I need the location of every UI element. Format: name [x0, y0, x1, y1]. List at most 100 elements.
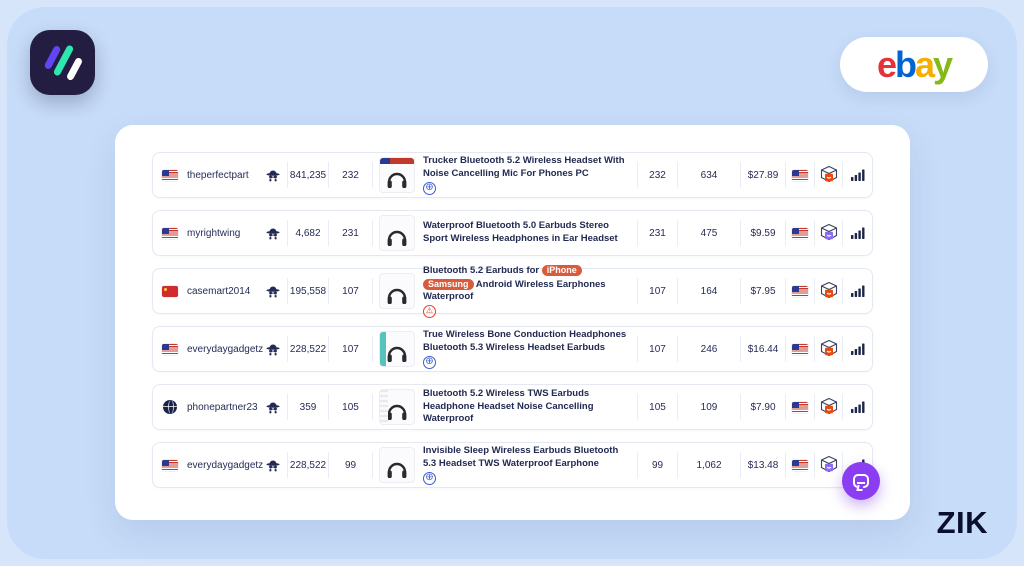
listing-title[interactable]: Trucker Bluetooth 5.2 Wireless Headset W…	[421, 152, 637, 198]
column-divider	[637, 452, 638, 478]
seller-sales-count: 99	[344, 459, 357, 471]
column-divider	[328, 336, 329, 362]
spy-icon[interactable]	[259, 458, 287, 472]
listing-count: 246	[700, 343, 718, 355]
listing-title[interactable]: Invisible Sleep Wireless Earbuds Bluetoo…	[421, 442, 637, 488]
seller-name[interactable]: everydaygadgetz	[187, 459, 264, 471]
zik-wordmark: ZIK	[936, 505, 988, 540]
analytics-chart-icon[interactable]	[843, 401, 872, 413]
spy-icon-glyph	[266, 460, 280, 472]
spy-icon[interactable]	[259, 226, 287, 240]
table-row[interactable]: theperfectpart 841,235 232	[152, 152, 873, 198]
analytics-chart-icon[interactable]	[843, 343, 872, 355]
seller-feedback-count: 228,522	[289, 343, 327, 355]
chat-bubble-icon	[853, 474, 869, 488]
seller-sales-count: 107	[342, 343, 359, 355]
seller-name[interactable]: phonepartner23	[187, 401, 258, 413]
product-thumbnail[interactable]	[373, 273, 421, 309]
seller-sales-count: 232	[342, 169, 359, 181]
table-row[interactable]: casemart2014 195,558 107	[152, 264, 873, 319]
ebay-logo-letter: b	[894, 43, 917, 85]
column-divider	[677, 452, 678, 478]
column-divider	[677, 220, 678, 246]
seller-feedback-count: 228,522	[289, 459, 327, 471]
column-divider	[814, 278, 815, 304]
item-price: $9.59	[750, 227, 776, 239]
column-divider	[637, 336, 638, 362]
spy-icon-glyph	[266, 170, 280, 182]
column-divider	[785, 278, 786, 304]
package-icon[interactable]	[815, 339, 842, 359]
product-thumbnail[interactable]	[373, 157, 421, 193]
analytics-chart-icon[interactable]	[843, 227, 872, 239]
column-divider	[785, 394, 786, 420]
items-sold-count: 107	[649, 343, 666, 355]
listing-status-icon	[423, 305, 436, 319]
listing-title[interactable]: True Wireless Bone Conduction Headphones…	[421, 326, 637, 372]
brand-badge: Samsung	[423, 278, 474, 290]
seller-name[interactable]: casemart2014	[187, 285, 251, 297]
product-thumbnail[interactable]	[373, 447, 421, 483]
items-sold-count: 107	[649, 285, 666, 297]
seller-name[interactable]: everydaygadgetz	[187, 343, 264, 355]
spy-icon-glyph	[266, 228, 280, 240]
package-icon[interactable]	[815, 223, 842, 243]
column-divider	[328, 162, 329, 188]
product-thumbnail[interactable]	[373, 389, 421, 425]
spy-icon[interactable]	[259, 284, 287, 298]
column-divider	[328, 452, 329, 478]
listing-status-icon	[423, 471, 436, 485]
column-divider	[677, 162, 678, 188]
listing-status-icon	[423, 355, 436, 369]
table-row[interactable]: myrightwing 4,682 231	[152, 210, 873, 256]
product-thumbnail[interactable]	[373, 215, 421, 251]
market-country-flag	[786, 285, 814, 297]
column-divider	[637, 162, 638, 188]
product-thumbnail[interactable]	[373, 331, 421, 367]
package-icon[interactable]	[815, 165, 842, 185]
headphones-icon	[387, 462, 407, 478]
spy-icon[interactable]	[259, 168, 287, 182]
item-price: $13.48	[747, 459, 779, 471]
table-row[interactable]: everydaygadgetz 228,522 107	[152, 326, 873, 372]
analytics-chart-icon[interactable]	[843, 285, 872, 297]
column-divider	[740, 162, 741, 188]
spy-icon-glyph	[266, 402, 280, 414]
table-row[interactable]: everydaygadgetz 228,522 99	[152, 442, 873, 488]
listing-title[interactable]: Bluetooth 5.2 Earbuds for iPhone Samsung…	[421, 261, 637, 321]
listing-title[interactable]: Bluetooth 5.2 Wireless TWS Earbuds Headp…	[423, 387, 594, 425]
seller-sales-count: 105	[342, 401, 359, 413]
headphones-icon	[387, 172, 407, 188]
market-country-flag	[786, 401, 814, 413]
analytics-chart-icon[interactable]	[843, 169, 872, 181]
zik-logo	[30, 30, 95, 95]
items-sold-count: 105	[649, 401, 666, 413]
results-table: theperfectpart 841,235 232	[115, 125, 910, 520]
spy-icon[interactable]	[259, 342, 287, 356]
brand-badge: iPhone	[541, 264, 582, 276]
items-sold-count: 232	[649, 169, 666, 181]
seller-country-flag	[153, 343, 187, 355]
market-country-flag	[786, 169, 814, 181]
column-divider	[740, 394, 741, 420]
seller-feedback-count: 841,235	[289, 169, 327, 181]
table-row[interactable]: phonepartner23 359 105	[152, 384, 873, 430]
seller-name[interactable]: theperfectpart	[187, 169, 249, 181]
market-country-flag	[786, 227, 814, 239]
column-divider	[637, 278, 638, 304]
seller-feedback-count: 359	[299, 401, 317, 413]
column-divider	[637, 220, 638, 246]
seller-country-flag	[153, 285, 187, 297]
package-icon[interactable]	[815, 455, 842, 475]
ebay-logo-letter: a	[914, 43, 935, 85]
column-divider	[785, 162, 786, 188]
spy-icon[interactable]	[259, 400, 287, 414]
listing-title[interactable]: Waterproof Bluetooth 5.0 Earbuds Stereo …	[423, 220, 618, 244]
column-divider	[372, 162, 373, 188]
chat-button[interactable]	[842, 462, 880, 500]
column-divider	[842, 336, 843, 362]
package-icon[interactable]	[815, 281, 842, 301]
ebay-logo-letter: y	[933, 43, 953, 85]
package-icon[interactable]	[815, 397, 842, 417]
seller-name[interactable]: myrightwing	[187, 227, 241, 239]
